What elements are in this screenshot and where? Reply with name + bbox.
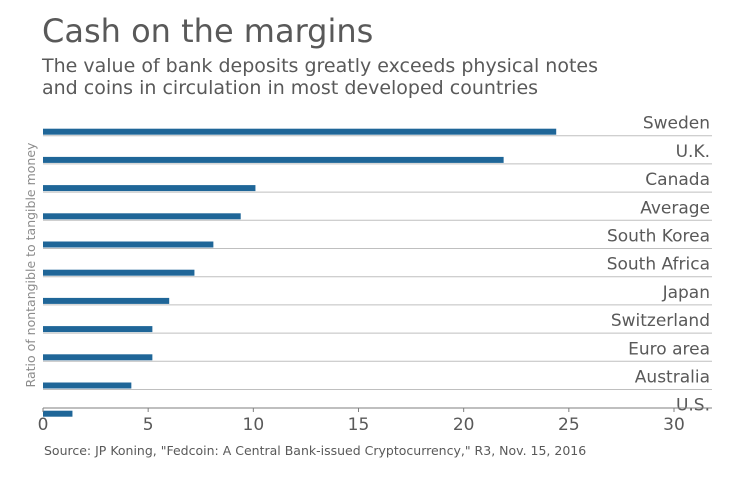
category-label: Sweden [643,114,710,134]
category-label: Switzerland [611,311,710,331]
bar-canada [43,185,256,192]
category-label: South Africa [607,255,710,275]
x-tick-label: 20 [453,415,475,435]
bar-south-korea [43,241,214,248]
category-label: Australia [635,368,710,388]
bar-australia [43,382,132,389]
bar-south-africa [43,269,195,276]
category-label: Euro area [628,339,710,359]
bar-sweden [43,128,557,135]
y-axis-label: Ratio of nontangible to tangible money [23,142,38,387]
bar-japan [43,297,170,304]
bar-euro-area [43,354,153,361]
x-tick-label: 5 [143,415,154,435]
category-label: Canada [645,170,710,190]
chart-title: Cash on the margins [42,12,374,50]
x-tick-label: 15 [348,415,370,435]
x-tick-label: 0 [38,415,49,435]
x-tick-label: 10 [243,415,265,435]
category-label: Average [640,198,710,218]
subtitle-line-1: The value of bank deposits greatly excee… [42,55,598,77]
bar-u-k [43,156,504,163]
bar-u-s [43,410,73,417]
category-label: U.S. [676,396,710,416]
category-label: Japan [662,283,710,303]
category-label: South Korea [607,227,710,247]
bar-switzerland [43,326,153,333]
source-note: Source: JP Koning, "Fedcoin: A Central B… [44,443,587,458]
chart-subtitle: The value of bank deposits greatly excee… [42,55,598,99]
x-tick-label: 25 [558,415,580,435]
category-label: U.K. [676,142,710,162]
x-tick-label: 30 [663,415,685,435]
bar-average [43,213,241,220]
subtitle-line-2: and coins in circulation in most develop… [42,77,539,99]
